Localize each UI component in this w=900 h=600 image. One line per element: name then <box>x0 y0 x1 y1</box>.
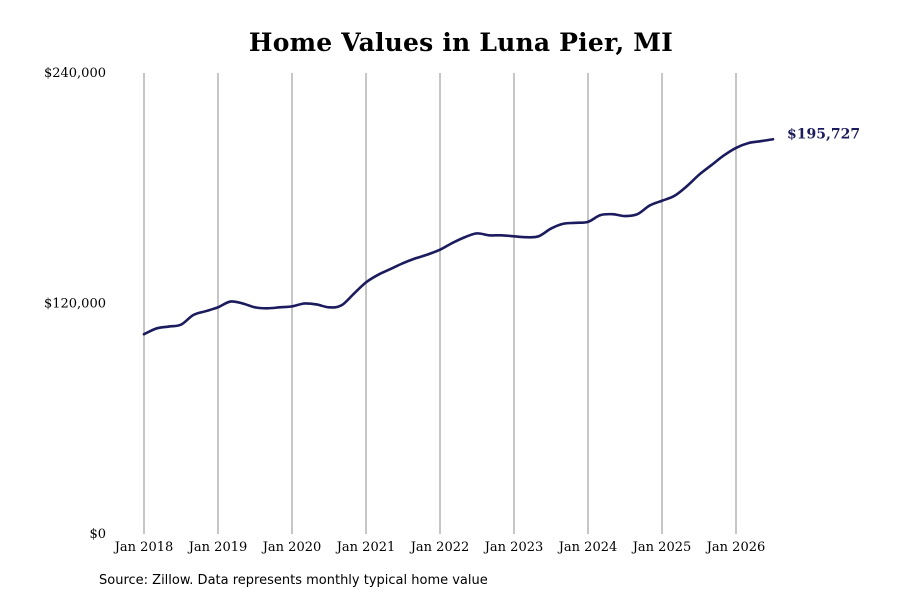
data-point <box>155 327 158 330</box>
data-point <box>648 204 651 207</box>
data-point <box>734 146 738 150</box>
x-tick-label: Jan 2020 <box>261 540 322 555</box>
y-tick-label: $240,000 <box>44 66 106 81</box>
data-point <box>241 302 244 305</box>
source-note: Source: Zillow. Data represents monthly … <box>99 573 488 588</box>
x-tick-label: Jan 2019 <box>187 540 248 555</box>
x-tick-label: Jan 2018 <box>113 540 174 555</box>
data-point <box>389 267 392 271</box>
data-point <box>340 304 343 307</box>
x-axis-ticks: Jan 2018 Jan 2019 Jan 2020 Jan 2021 Jan 2022… <box>113 540 766 555</box>
x-tick-label: Jan 2024 <box>557 540 618 555</box>
data-point <box>451 241 454 245</box>
data-point <box>771 138 775 141</box>
data-point <box>327 306 331 309</box>
data-point <box>636 212 639 216</box>
data-point <box>488 234 491 237</box>
gridlines <box>143 73 737 534</box>
chart-title: Home Values in Luna Pier, MI <box>248 28 674 57</box>
data-point <box>364 281 368 284</box>
data-point <box>574 221 577 225</box>
x-tick-label: Jan 2021 <box>335 540 396 555</box>
data-point <box>401 261 405 265</box>
data-point <box>525 236 528 239</box>
data-point <box>229 300 232 303</box>
data-point <box>549 227 553 230</box>
data-point <box>537 235 540 238</box>
y-axis-ticks: $0 $120,000 $240,000 <box>44 66 106 542</box>
data-point <box>167 325 170 328</box>
data-point <box>204 309 207 313</box>
data-point <box>414 257 417 260</box>
data-point <box>253 306 257 309</box>
data-point <box>463 236 466 239</box>
data-point <box>747 141 750 145</box>
data-point <box>290 305 294 308</box>
data-point <box>611 212 614 216</box>
data-point <box>500 234 503 237</box>
x-tick-label: Jan 2023 <box>483 540 544 555</box>
data-point <box>377 273 380 276</box>
data-point <box>352 292 355 296</box>
data-point <box>586 220 590 224</box>
data-point <box>179 323 183 326</box>
x-tick-label: Jan 2022 <box>409 540 470 555</box>
data-point <box>426 253 429 256</box>
data-point <box>438 248 442 251</box>
data-point <box>216 306 220 309</box>
end-value-label: $195,727 <box>787 126 860 142</box>
x-tick-label: Jan 2025 <box>631 540 692 555</box>
data-point <box>315 303 318 306</box>
x-tick-label: Jan 2026 <box>705 540 766 555</box>
data-point <box>722 154 725 157</box>
data-point <box>599 213 602 217</box>
data-point <box>710 164 713 167</box>
data-point <box>475 232 479 235</box>
y-tick-label: $120,000 <box>44 297 106 312</box>
data-point <box>278 306 281 309</box>
data-point <box>303 302 306 305</box>
data-point <box>697 173 701 177</box>
data-point <box>562 222 565 225</box>
data-point <box>512 235 516 238</box>
data-point <box>142 333 146 336</box>
data-point <box>192 313 195 317</box>
series-layer <box>142 137 775 336</box>
y-tick-label: $0 <box>89 527 106 542</box>
data-point <box>623 214 627 218</box>
data-point <box>685 185 688 188</box>
data-point <box>673 194 676 198</box>
data-point <box>759 139 762 143</box>
series-line-0 <box>142 137 775 336</box>
data-point <box>660 199 664 202</box>
data-point <box>266 307 269 310</box>
